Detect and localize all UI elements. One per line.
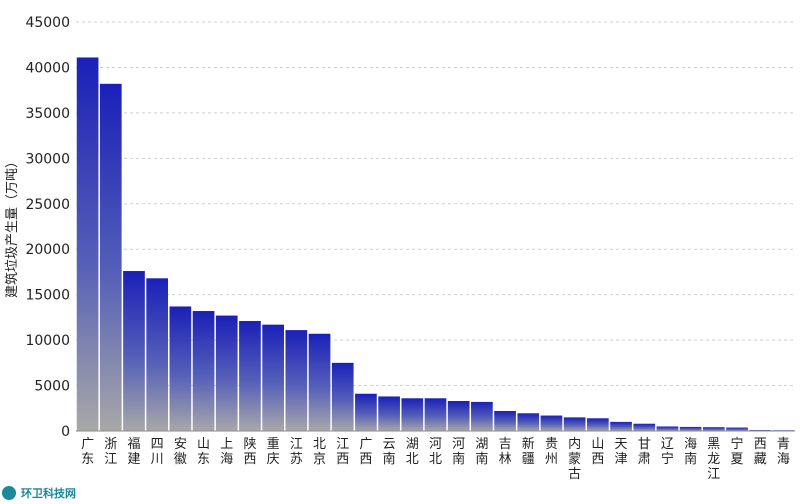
x-tick-label: 辽宁 [661,437,674,467]
x-tick-label: 北京 [313,437,326,467]
y-tick-label: 35000 [25,106,70,122]
bar [355,393,377,431]
x-tick-label: 浙江 [104,437,117,467]
bar [679,426,702,431]
bar [285,330,308,431]
x-tick-label: 西藏 [754,437,767,467]
x-tick-label: 江西 [336,437,349,467]
bar [239,321,261,431]
x-tick-label: 云南 [383,437,396,467]
bar [587,418,609,431]
y-tick-label: 25000 [25,197,70,213]
bar [726,427,748,431]
watermark: 环卫科技网 [2,486,76,500]
bars [76,57,795,432]
bar [99,83,122,432]
y-axis-ticks: 0 5000 10000 15000 20000 25000 30000 35000 40000… [25,15,70,440]
x-tick-label: 天津 [615,437,628,467]
bar [146,278,169,431]
bar [378,396,400,431]
bar [308,333,331,431]
bar [215,315,238,431]
bar [540,415,563,431]
x-tick-label: 海南 [684,437,697,467]
y-axis-label: 建筑垃圾产生量（万吨） [4,155,20,298]
y-tick-label: 5000 [34,379,70,395]
bar [633,423,656,431]
x-tick-label: 山东 [197,437,210,467]
y-tick-label: 45000 [25,15,70,31]
x-tick-label: 内蒙古 [568,436,581,482]
x-tick-label: 青海 [777,437,790,467]
y-tick-label: 30000 [25,151,70,167]
x-tick-label: 江苏 [290,437,303,467]
x-tick-label: 河南 [452,437,465,467]
x-tick-label: 安徽 [174,437,187,467]
watermark-text: 环卫科技网 [21,486,76,500]
x-tick-label: 广东 [81,437,94,467]
x-tick-label: 山西 [591,437,604,467]
y-tick-label: 40000 [25,60,70,76]
bar [517,413,540,431]
x-tick-label: 贵州 [545,437,558,467]
x-tick-label: 湖南 [475,437,488,467]
x-tick-label: 新疆 [522,436,535,467]
bar [702,427,725,431]
bar [610,421,632,431]
watermark-logo-icon [2,486,16,500]
bar [563,417,586,431]
bar [123,271,145,431]
bar [331,362,354,431]
bar [76,57,99,431]
y-tick-label: 0 [61,424,70,440]
y-tick-label: 10000 [25,333,70,349]
x-tick-label: 湖北 [406,437,419,467]
bar [424,398,447,431]
bar [169,306,192,431]
x-tick-label: 重庆 [267,436,280,467]
x-tick-label: 广西 [359,437,372,467]
x-axis-labels: 广东浙江福建四川安徽山东上海陕西重庆江苏北京江西广西云南湖北河北河南湖南吉林新疆… [81,436,790,482]
x-tick-label: 甘肃 [638,437,651,467]
bar [401,398,424,431]
x-tick-label: 黑龙江 [707,437,720,482]
bar [656,426,679,431]
x-tick-label: 吉林 [499,437,512,467]
bar [192,311,215,431]
x-tick-label: 河北 [429,437,442,467]
y-tick-label: 15000 [25,288,70,304]
x-tick-label: 宁夏 [731,436,744,467]
x-tick-label: 上海 [220,437,233,467]
y-tick-label: 20000 [25,242,70,258]
x-tick-label: 陕西 [243,437,256,467]
bar [447,401,470,431]
bar [262,324,284,431]
x-tick-label: 福建 [127,437,140,467]
x-tick-label: 四川 [151,437,164,467]
bar [494,411,516,431]
bar [471,401,493,431]
